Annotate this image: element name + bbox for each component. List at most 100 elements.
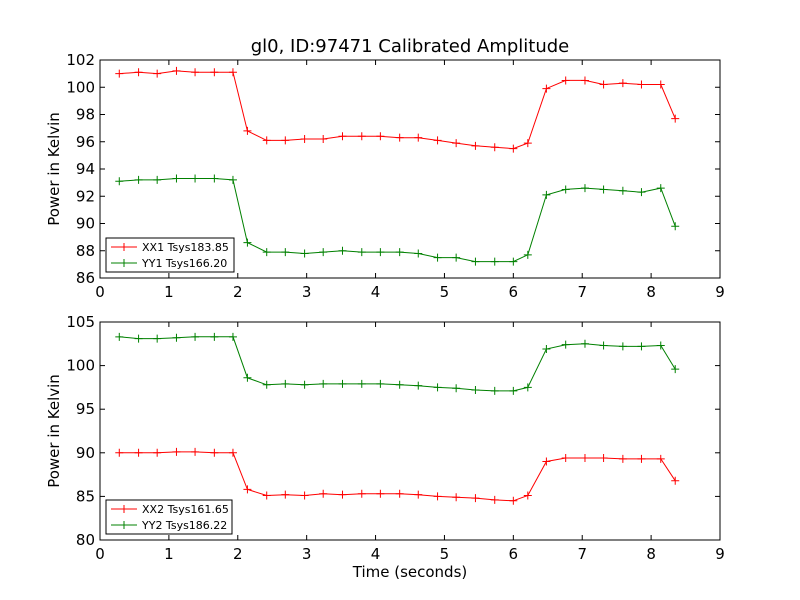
top-series-2-point bbox=[281, 248, 290, 257]
top-series-2-point bbox=[262, 248, 271, 257]
top-series-1-point bbox=[357, 132, 366, 141]
bottom-series-1-point bbox=[376, 489, 385, 498]
top-series-1-point bbox=[210, 68, 219, 77]
top-y-tick-label: 90 bbox=[76, 215, 95, 233]
bottom-series-1-point bbox=[618, 454, 627, 463]
bottom-series-1-point bbox=[471, 494, 480, 503]
top-series-1-point bbox=[471, 141, 480, 150]
bottom-series-1-point bbox=[172, 447, 181, 456]
top-series-2-point bbox=[656, 184, 665, 193]
top-series-2-point bbox=[395, 248, 404, 257]
x-axis-label: Time (seconds) bbox=[352, 563, 468, 581]
top-y-tick-label: 92 bbox=[76, 187, 95, 205]
bottom-y-axis-label: Power in Kelvin bbox=[45, 374, 63, 488]
top-x-tick-label: 5 bbox=[440, 283, 450, 301]
bottom-series-1-point bbox=[414, 490, 423, 499]
top-series-1-point bbox=[172, 66, 181, 75]
bottom-series-1-point bbox=[319, 489, 328, 498]
bottom-series-1-point bbox=[357, 489, 366, 498]
bottom-series-1-point bbox=[300, 491, 309, 500]
top-legend-label: XX1 Tsys183.85 bbox=[142, 241, 229, 254]
top-series-2-point bbox=[414, 249, 423, 258]
top-series-1-point bbox=[262, 136, 271, 145]
bottom-series-2-point bbox=[542, 345, 551, 354]
bottom-series-1-point bbox=[153, 448, 162, 457]
top-series-2-point bbox=[115, 177, 124, 186]
top-series-1-point bbox=[300, 135, 309, 144]
bottom-series-1-point bbox=[637, 454, 646, 463]
top-series-1-point bbox=[433, 136, 442, 145]
top-series-1-point bbox=[637, 80, 646, 89]
top-series-1-point bbox=[281, 136, 290, 145]
top-x-tick-label: 8 bbox=[646, 283, 656, 301]
top-series-1-point bbox=[228, 68, 237, 77]
bottom-plot: 0 1 2 3 4 5 6 7 8 9 80 85 90 95 100 105 XX2 Tsys161.65 YY… bbox=[66, 313, 724, 563]
bottom-series-1-point bbox=[243, 485, 252, 494]
bottom-x-tick-label: 2 bbox=[233, 545, 243, 563]
bottom-y-tick-label: 85 bbox=[76, 487, 95, 505]
bottom-axes-frame bbox=[99, 321, 721, 541]
top-legend bbox=[105, 237, 235, 273]
top-series-1-point bbox=[656, 80, 665, 89]
top-series-1-point bbox=[542, 84, 551, 93]
bottom-series-2-point bbox=[433, 383, 442, 392]
top-series-2-point bbox=[300, 249, 309, 258]
bottom-series-2-point bbox=[561, 340, 570, 349]
top-series-1-point bbox=[452, 139, 461, 148]
top-legend-marker bbox=[120, 243, 128, 251]
top-series-2-point bbox=[191, 174, 200, 183]
bottom-x-tick-label: 8 bbox=[646, 545, 656, 563]
bottom-series-2-point bbox=[172, 333, 181, 342]
bottom-x-tick-label: 9 bbox=[715, 545, 725, 563]
bottom-series-2-point bbox=[191, 332, 200, 341]
top-y-tick-label: 100 bbox=[66, 78, 95, 96]
top-x-tick-label: 4 bbox=[371, 283, 381, 301]
top-series-1-point bbox=[191, 68, 200, 77]
top-series-1-point bbox=[395, 133, 404, 142]
top-series-2-point bbox=[523, 250, 532, 259]
bottom-x-tick-label: 4 bbox=[371, 545, 381, 563]
bottom-x-tick-label: 3 bbox=[302, 545, 312, 563]
bottom-series-1-point bbox=[281, 490, 290, 499]
bottom-series-2-point bbox=[153, 334, 162, 343]
top-series-1-point bbox=[115, 69, 124, 78]
top-series-1-point bbox=[134, 68, 143, 77]
top-series-2-point bbox=[376, 248, 385, 257]
bottom-series-2-point bbox=[115, 332, 124, 341]
top-series-1-point bbox=[376, 132, 385, 141]
top-series-2-point bbox=[153, 175, 162, 184]
top-series-1-point bbox=[580, 76, 589, 85]
bottom-x-tick-label: 7 bbox=[577, 545, 587, 563]
top-y-tick-label: 94 bbox=[76, 160, 95, 178]
bottom-series-2-point bbox=[262, 380, 271, 389]
bottom-series-2-point bbox=[509, 386, 518, 395]
top-series-2-point bbox=[671, 222, 680, 231]
top-series-1-point bbox=[509, 144, 518, 153]
bottom-series-2-point bbox=[656, 341, 665, 350]
top-series-2-point bbox=[433, 253, 442, 262]
top-x-tick-label: 9 bbox=[715, 283, 725, 301]
top-series-1-point bbox=[561, 76, 570, 85]
top-series-2-point bbox=[509, 257, 518, 266]
top-x-tick-label: 3 bbox=[302, 283, 312, 301]
bottom-series-1-point bbox=[134, 448, 143, 457]
bottom-series-2-point bbox=[395, 380, 404, 389]
top-series-2-point bbox=[599, 185, 608, 194]
bottom-legend-marker bbox=[120, 505, 128, 513]
top-series-1-point bbox=[599, 80, 608, 89]
bottom-y-tick-label: 90 bbox=[76, 444, 95, 462]
top-series-1-point bbox=[490, 143, 499, 152]
top-series-1-point bbox=[671, 114, 680, 123]
bottom-series-1-point bbox=[656, 454, 665, 463]
top-x-tick-label: 2 bbox=[233, 283, 243, 301]
bottom-series-2-point bbox=[637, 342, 646, 351]
top-y-axis-label: Power in Kelvin bbox=[45, 112, 63, 226]
top-x-tick-label: 6 bbox=[509, 283, 519, 301]
bottom-x-tick-label: 1 bbox=[164, 545, 174, 563]
bottom-series-1-point bbox=[210, 448, 219, 457]
top-series-2-point bbox=[172, 174, 181, 183]
bottom-series-1-point bbox=[599, 454, 608, 463]
bottom-series-1-point bbox=[452, 493, 461, 502]
bottom-x-tick-label: 0 bbox=[95, 545, 105, 563]
